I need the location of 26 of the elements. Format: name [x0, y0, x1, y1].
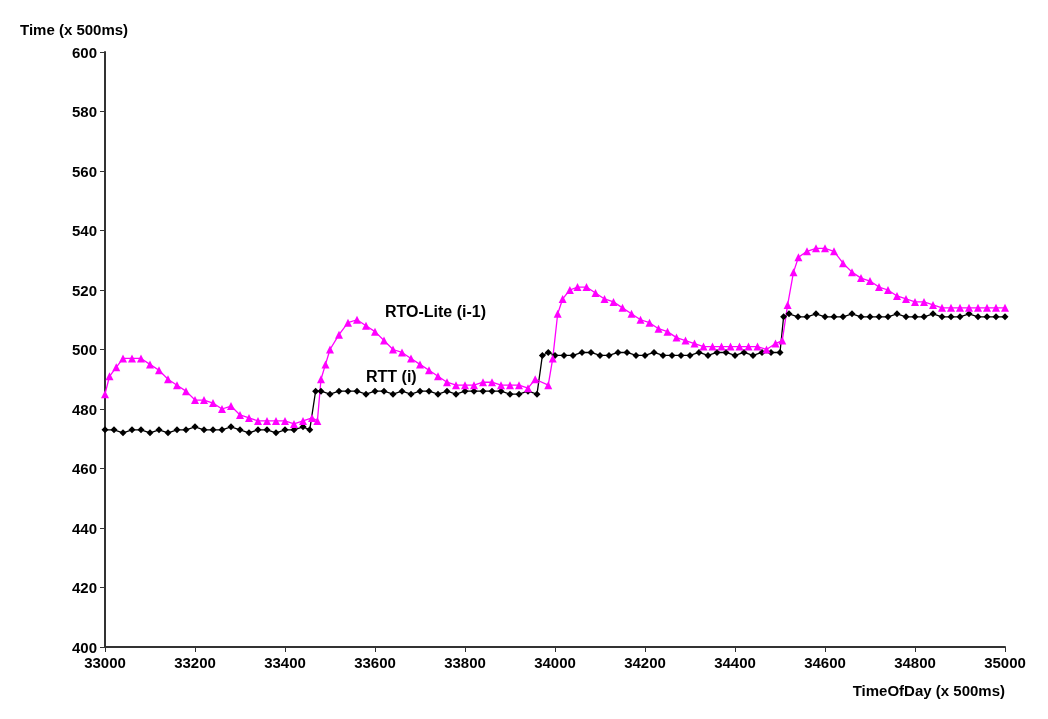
series-label: RTO-Lite (i-1) [385, 303, 487, 321]
x-tick-label: 34600 [804, 654, 846, 671]
y-axis-title: Time (x 500ms) [20, 21, 129, 38]
y-tick-label: 520 [71, 281, 97, 299]
y-tick-label: 600 [71, 43, 97, 61]
y-tick-label: 540 [71, 222, 97, 239]
y-tick-label: 420 [71, 579, 97, 596]
x-tick-label: 34200 [624, 654, 666, 671]
y-tick-label: 460 [71, 460, 97, 477]
x-tick-label: 33800 [444, 654, 486, 671]
x-tick-label: 33200 [174, 654, 216, 671]
y-tick-label: 500 [71, 341, 97, 358]
y-tick-label: 480 [71, 400, 97, 418]
x-tick-label: 35000 [984, 654, 1026, 671]
x-tick-label: 34800 [894, 654, 936, 671]
x-tick-label: 34000 [534, 654, 576, 671]
x-tick-label: 34400 [714, 654, 756, 671]
y-tick-label: 440 [71, 519, 97, 537]
x-tick-label: 33400 [264, 654, 306, 671]
y-tick-label: 580 [71, 103, 97, 120]
x-tick-label: 33600 [354, 654, 396, 671]
x-axis-title: TimeOfDay (x 500ms) [852, 682, 1005, 699]
x-tick-label: 33000 [84, 654, 126, 671]
y-tick-label: 560 [71, 162, 97, 180]
series-label: RTT (i) [366, 367, 417, 385]
y-tick-label: 400 [71, 638, 97, 656]
